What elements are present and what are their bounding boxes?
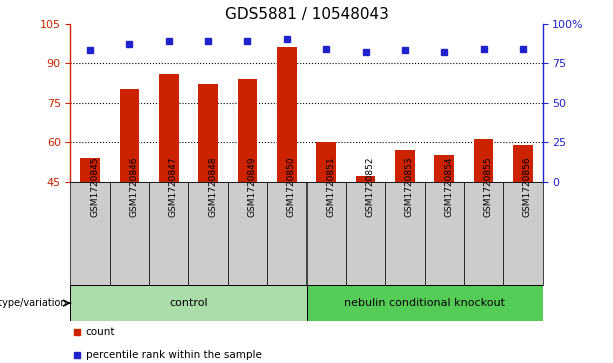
Bar xyxy=(110,182,149,285)
Text: nebulin conditional knockout: nebulin conditional knockout xyxy=(344,298,505,308)
Bar xyxy=(306,285,543,321)
Bar xyxy=(70,285,306,321)
Bar xyxy=(277,47,297,182)
Bar xyxy=(464,182,503,285)
Bar xyxy=(385,182,424,285)
Text: GSM1720848: GSM1720848 xyxy=(208,156,217,217)
Text: GSM1720856: GSM1720856 xyxy=(523,156,532,217)
Bar xyxy=(316,142,336,182)
Bar xyxy=(513,144,533,182)
Bar xyxy=(306,182,346,285)
Bar xyxy=(159,74,178,182)
Bar xyxy=(474,139,493,182)
Bar xyxy=(424,182,464,285)
Text: GSM1720846: GSM1720846 xyxy=(129,156,139,217)
Text: GSM1720847: GSM1720847 xyxy=(169,156,178,217)
Text: control: control xyxy=(169,298,208,308)
Text: GSM1720851: GSM1720851 xyxy=(326,156,335,217)
Bar xyxy=(238,79,257,182)
Bar xyxy=(395,150,414,182)
Bar xyxy=(435,155,454,182)
Text: genotype/variation: genotype/variation xyxy=(0,298,67,308)
Text: GSM1720854: GSM1720854 xyxy=(444,156,453,217)
Bar xyxy=(189,182,228,285)
Bar xyxy=(80,158,100,182)
Bar xyxy=(267,182,306,285)
Text: GSM1720849: GSM1720849 xyxy=(248,156,256,217)
Bar xyxy=(228,182,267,285)
Bar xyxy=(503,182,543,285)
Text: GSM1720855: GSM1720855 xyxy=(484,156,492,217)
Text: percentile rank within the sample: percentile rank within the sample xyxy=(86,350,262,360)
Bar xyxy=(149,182,189,285)
Bar xyxy=(199,84,218,182)
Title: GDS5881 / 10548043: GDS5881 / 10548043 xyxy=(224,7,389,23)
Text: GSM1720852: GSM1720852 xyxy=(365,156,375,217)
Text: GSM1720850: GSM1720850 xyxy=(287,156,296,217)
Text: GSM1720845: GSM1720845 xyxy=(90,156,99,217)
Bar xyxy=(346,182,385,285)
Bar xyxy=(70,182,110,285)
Text: count: count xyxy=(86,327,115,337)
Bar xyxy=(356,176,375,182)
Bar xyxy=(120,89,139,182)
Text: GSM1720853: GSM1720853 xyxy=(405,156,414,217)
